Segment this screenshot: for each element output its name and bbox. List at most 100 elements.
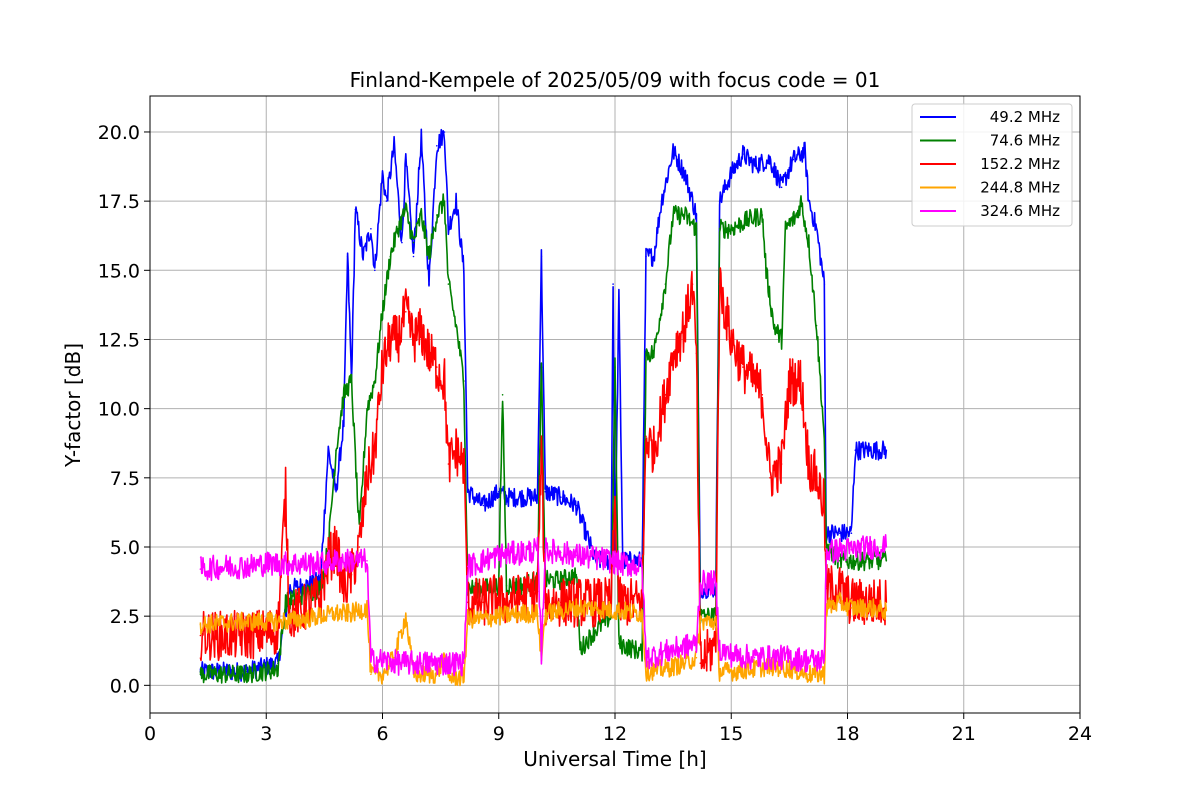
data-point [521, 551, 523, 554]
legend-label: 152.2 MHz [980, 155, 1060, 173]
data-point [788, 667, 791, 670]
data-point [199, 673, 202, 676]
data-point [544, 612, 547, 615]
data-point [412, 338, 415, 341]
data-point [614, 366, 616, 368]
data-point [641, 601, 643, 604]
data-point [804, 150, 806, 153]
series-324-6-mhz [199, 534, 888, 677]
data-point [277, 562, 279, 565]
data-point [825, 551, 827, 554]
data-point [800, 380, 802, 382]
data-point [695, 352, 698, 355]
data-point [684, 214, 686, 216]
data-point [610, 601, 612, 604]
data-point [718, 670, 721, 673]
data-point [370, 228, 372, 230]
data-point [594, 629, 597, 631]
data-point [443, 380, 446, 382]
data-point [536, 590, 539, 593]
data-point [374, 269, 376, 272]
data-point [699, 620, 702, 623]
data-point [346, 255, 349, 258]
data-point [226, 565, 229, 568]
data-point [343, 587, 345, 590]
data-point [405, 158, 407, 161]
series-layer [199, 128, 888, 687]
series-line [199, 534, 888, 677]
data-point [366, 560, 368, 562]
data-point [350, 560, 353, 562]
data-point [463, 662, 465, 664]
data-point [463, 676, 465, 678]
data-point [436, 662, 438, 664]
x-tick-label: 24 [1068, 723, 1092, 745]
data-point [350, 573, 353, 576]
data-point [385, 200, 388, 202]
x-tick-label: 21 [952, 723, 976, 745]
data-point [560, 609, 562, 612]
data-point [544, 601, 547, 604]
data-point [815, 228, 818, 230]
data-point [428, 283, 430, 285]
data-point [699, 662, 702, 664]
data-point [288, 562, 291, 565]
legend-label: 324.6 MHz [980, 202, 1060, 220]
data-point [389, 338, 392, 341]
data-point [521, 496, 523, 499]
data-point [521, 584, 523, 587]
data-point [575, 573, 578, 576]
data-point [536, 612, 539, 615]
data-point [389, 255, 392, 258]
data-point [466, 618, 469, 620]
data-point [436, 145, 438, 147]
data-point [381, 172, 384, 175]
data-point [612, 283, 614, 285]
data-point [420, 136, 423, 139]
data-point [784, 228, 787, 230]
data-point [397, 228, 399, 230]
data-point [319, 562, 322, 565]
data-point [672, 352, 674, 355]
x-tick-label: 6 [376, 723, 388, 745]
data-point [335, 612, 337, 615]
data-point [505, 496, 508, 499]
data-point [246, 673, 248, 676]
data-point [343, 394, 345, 396]
data-point [594, 607, 597, 609]
data-point [482, 601, 485, 604]
data-point [343, 421, 345, 424]
data-point [284, 601, 287, 604]
data-point [765, 269, 767, 272]
data-point [746, 219, 748, 222]
data-point [505, 601, 508, 604]
data-point [823, 435, 826, 438]
data-point [370, 673, 372, 676]
data-point [536, 496, 539, 499]
data-point [443, 131, 446, 133]
data-point [730, 670, 733, 673]
data-point [664, 283, 667, 285]
data-point [405, 208, 407, 211]
data-point [684, 324, 686, 327]
data-point [374, 380, 376, 382]
data-point [405, 311, 407, 313]
data-point [695, 643, 698, 645]
data-point [823, 283, 826, 285]
data-point [885, 609, 888, 612]
data-point [885, 560, 888, 562]
data-point [730, 338, 733, 341]
data-point [742, 153, 744, 155]
data-point [641, 565, 643, 568]
data-point [839, 560, 841, 562]
data-point [544, 549, 547, 551]
data-point [366, 607, 368, 609]
data-point [610, 609, 612, 612]
data-point [521, 612, 523, 615]
data-point [350, 612, 353, 615]
data-point [618, 609, 620, 612]
data-point [463, 463, 465, 465]
data-point [335, 449, 337, 452]
data-point [540, 255, 543, 258]
data-point [498, 490, 500, 493]
